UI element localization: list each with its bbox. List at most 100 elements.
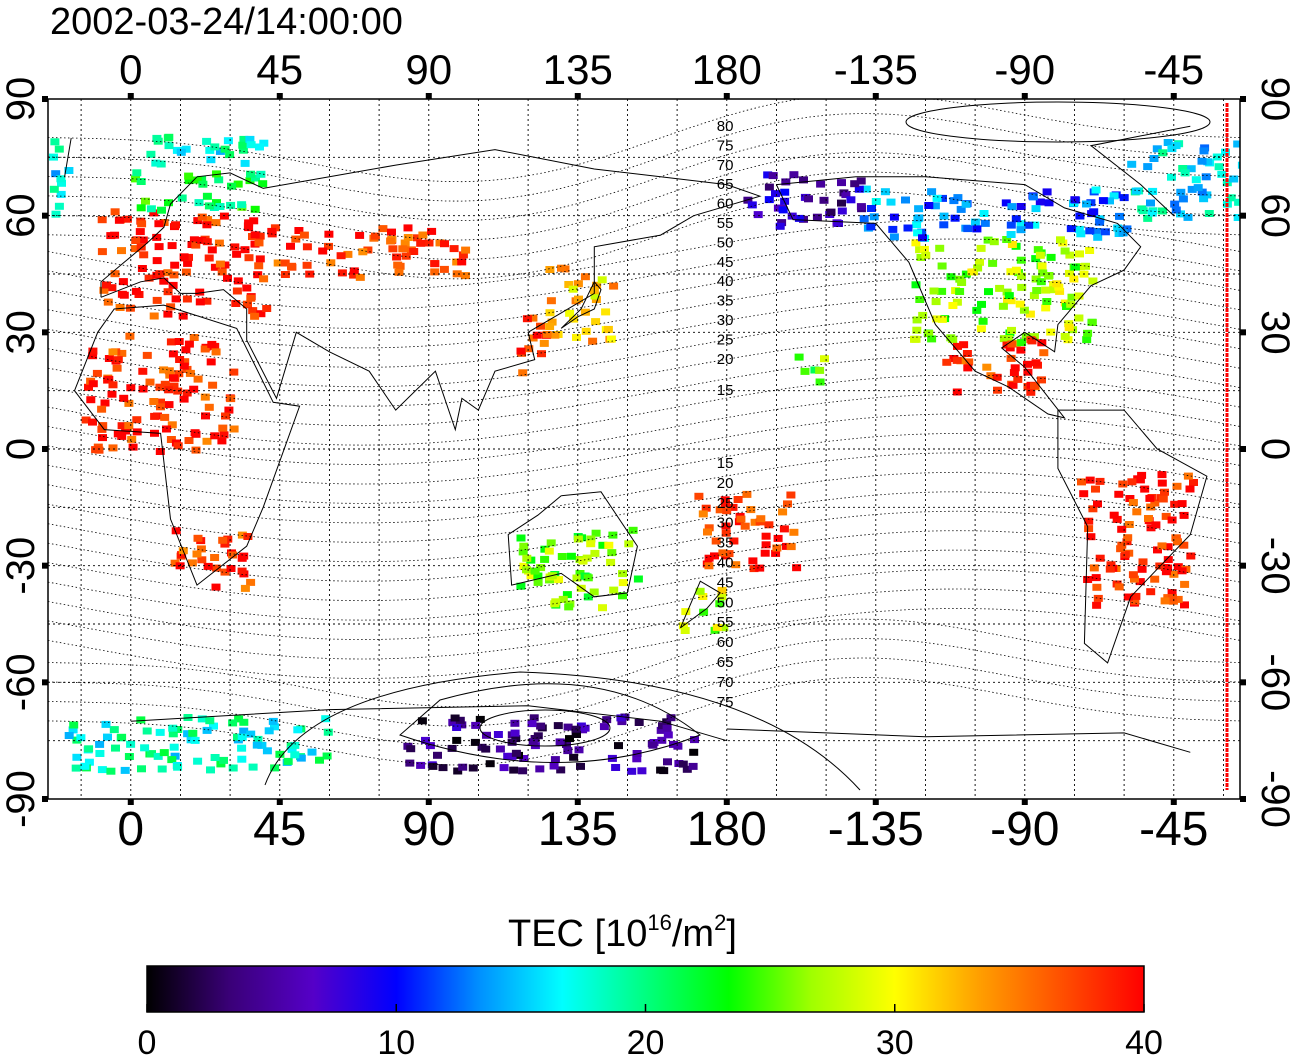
colorbar-label-end: ] (726, 913, 737, 955)
tec-cell (719, 624, 729, 632)
tec-cell (1112, 515, 1122, 523)
tec-cell (566, 552, 576, 560)
tec-cell (1160, 488, 1169, 496)
tec-cell (250, 231, 260, 239)
tec-cell (1145, 494, 1155, 502)
tec-cell (704, 554, 714, 562)
tec-cell (406, 745, 416, 753)
tec-cell (914, 214, 924, 222)
tec-cell (108, 381, 118, 389)
tec-cell (71, 764, 81, 772)
tec-cell (572, 333, 581, 341)
contour-label: 55 (717, 614, 734, 631)
contour-labels: 80 75 70 65 60 55 50 45 40 35 30 25 20 15 15 20 25 30 35 40… (717, 118, 734, 711)
tec-cell (919, 245, 929, 253)
tec-cell (1017, 339, 1027, 346)
tec-cell (1031, 255, 1041, 263)
tec-cell (237, 567, 247, 575)
tec-cell (1239, 173, 1240, 181)
tec-cell (1171, 142, 1181, 150)
contour-label: 30 (717, 515, 734, 532)
tec-cell (159, 366, 169, 374)
lon-label-top: -45 (1143, 46, 1204, 93)
tec-cell (210, 143, 220, 151)
tec-cell (349, 267, 359, 275)
tec-cell (574, 746, 584, 754)
tec-cell (233, 277, 243, 285)
magnetic-contour (48, 452, 1240, 524)
tec-cell (1010, 364, 1020, 372)
tec-cell (202, 297, 212, 305)
tec-cell (238, 146, 248, 154)
tec-cell (952, 388, 962, 396)
tec-cell (1191, 176, 1201, 184)
tec-cell (614, 742, 623, 750)
tec-cell (1152, 145, 1162, 153)
tec-cell (914, 205, 924, 213)
tec-cell (206, 156, 216, 164)
tec-cell (1091, 574, 1101, 582)
tec-cell (995, 284, 1005, 292)
tec-cell (1031, 359, 1041, 367)
map-title: 2002-03-24/14:00:00 (50, 1, 403, 43)
tec-cell (916, 254, 926, 261)
tec-cell (927, 188, 937, 196)
tec-cell (169, 743, 179, 751)
latitude-labels-left: 90 60 30 0 -30 -60 -90 (0, 77, 43, 828)
tec-cell (76, 734, 86, 742)
tec-cell (97, 766, 107, 774)
contour-label: 25 (717, 495, 734, 512)
tec-cell (393, 261, 403, 269)
tec-cell (97, 248, 107, 256)
tec-cell (159, 219, 169, 226)
magnetic-contour (48, 569, 1240, 641)
tec-cell (1037, 262, 1047, 270)
tec-cell (1028, 193, 1038, 201)
tec-cell (1177, 500, 1187, 508)
tec-cell (299, 231, 309, 239)
tec-cell (228, 764, 238, 772)
tec-cell (1042, 188, 1052, 196)
tec-cell (550, 756, 560, 764)
tec-cell (633, 575, 643, 583)
tec-cell (963, 364, 973, 372)
tec-cell (433, 751, 442, 759)
tec-cell (992, 373, 1002, 381)
tec-cell (117, 290, 127, 298)
tec-cell (1153, 546, 1162, 554)
tec-cell (141, 197, 150, 205)
tec-cell (124, 753, 134, 760)
tec-cell (826, 208, 836, 216)
tec-cell (120, 766, 130, 774)
tec-cell (322, 752, 332, 760)
tec-cell (1066, 300, 1076, 308)
tec-cell (69, 721, 79, 729)
tec-cell (539, 339, 549, 347)
tec-cell (195, 298, 205, 306)
tec-cell (237, 755, 247, 763)
tec-cell (401, 252, 411, 260)
tec-cell (927, 335, 937, 343)
tec-cell (537, 350, 546, 358)
tec-cell (201, 412, 210, 420)
tec-cell (998, 302, 1008, 310)
colorbar-ticks: 0 10 20 30 40 (138, 1004, 1163, 1057)
tec-cell (527, 720, 537, 728)
lon-label-top: 0 (119, 46, 142, 93)
tec-cell (599, 723, 609, 731)
tec-cell (264, 727, 274, 735)
lat-label-right: 90 (1253, 77, 1292, 122)
tec-cell (246, 730, 256, 738)
colorbar-label-main: TEC [10 (508, 913, 647, 955)
tec-region-hawaii (794, 353, 829, 386)
tec-cell (219, 431, 229, 439)
tec-region-scandinavia (131, 169, 268, 214)
tec-cell (1173, 538, 1182, 546)
tec-cell (1027, 337, 1037, 345)
tec-cell (1130, 597, 1140, 605)
tec-cell (912, 221, 922, 229)
tec-cell (262, 747, 272, 755)
tec-cell (64, 167, 74, 174)
tec-cell (1084, 517, 1094, 525)
tec-cell (210, 263, 220, 271)
